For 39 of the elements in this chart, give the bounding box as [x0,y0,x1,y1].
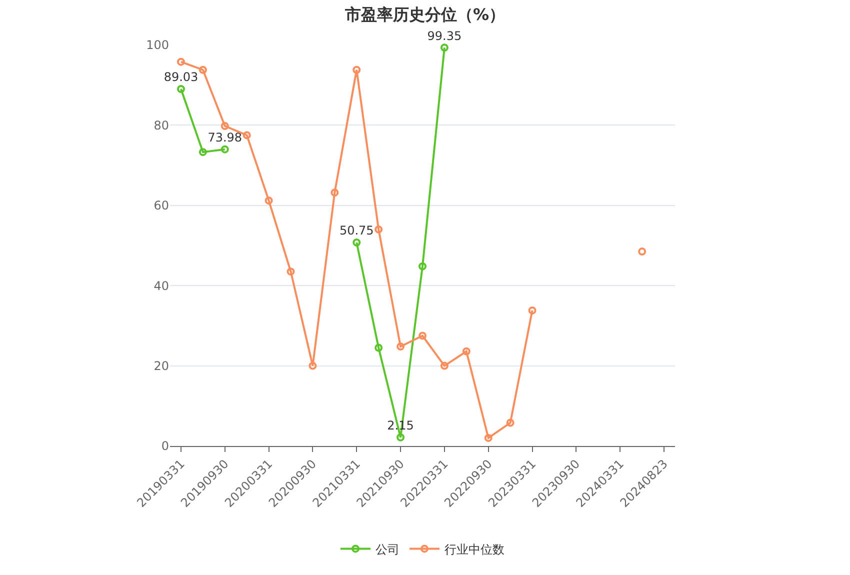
point [220,145,229,154]
point [462,347,470,356]
y-tick-label: 80 [154,118,169,132]
chart-title: 市盈率历史分位（%） [344,4,506,24]
point [506,418,514,427]
legend-label: 公司 [376,542,400,556]
point [220,122,229,130]
point [528,306,536,314]
point [286,268,295,276]
point [198,148,207,156]
data-label: 50.75 [339,224,374,238]
point [176,84,185,93]
point [264,196,273,205]
point [352,238,361,246]
point [308,362,317,370]
point [484,434,492,442]
point [440,44,448,52]
point [176,58,185,66]
point [418,262,426,270]
point [440,362,448,370]
y-tick-label: 60 [154,198,169,213]
point [418,332,426,340]
point [198,66,207,74]
point [330,188,339,197]
y-tick-label: 100 [146,38,169,52]
point [374,225,383,234]
data-label: 73.98 [208,130,242,145]
point [242,131,251,140]
y-tick-label: 0 [161,439,169,454]
point [396,433,405,442]
y-tick-label: 20 [154,359,169,373]
point [352,66,361,74]
data-label: 99.35 [427,28,462,43]
point [638,248,646,256]
point [396,342,405,351]
point [374,344,383,352]
data-label: 89.03 [164,70,198,84]
y-tick-label: 40 [154,278,169,293]
legend-label: 行业中位数 [444,542,504,556]
